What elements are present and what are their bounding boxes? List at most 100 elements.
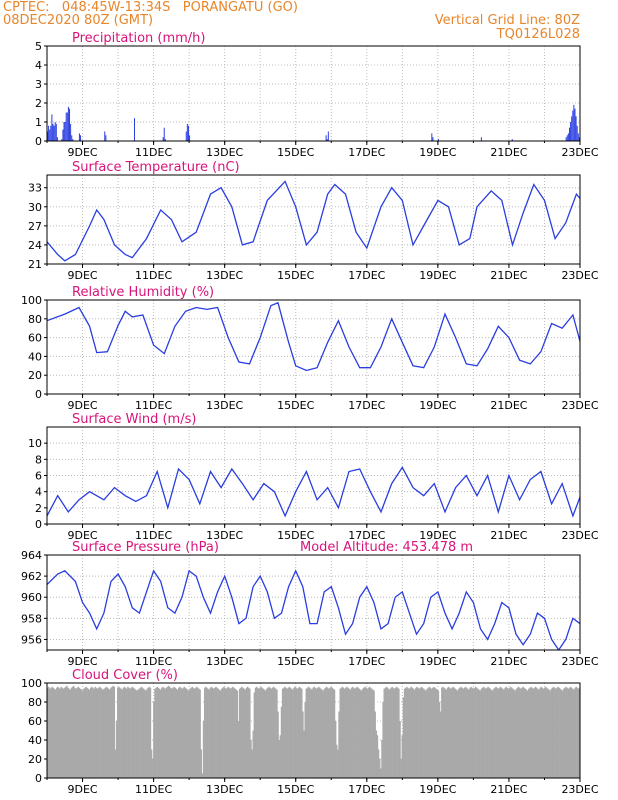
cloud-bar [499,686,502,778]
cloud-bar [269,687,271,778]
cloud-bar [53,688,56,778]
cloud-bar [200,749,203,778]
cloud-bar [193,688,196,778]
cloud-bar [62,688,65,778]
x-tick-label: 23DEC [561,783,598,796]
cloud-bar [280,706,283,778]
cloud-bar [135,689,137,778]
cloud-bar [505,686,507,778]
cloud-bar [96,688,99,778]
cloud-bar [279,735,282,778]
precip-bar [72,139,74,141]
y-tick-label: 10 [28,437,42,450]
cloud-bar [403,688,406,778]
cloud-bar [140,686,143,778]
cloud-bar [452,686,454,778]
cloud-bar [576,687,579,778]
cloud-bar [323,688,326,778]
cloud-bar [192,687,195,778]
cloud-bar [60,686,62,778]
cloud-bar [118,686,120,778]
precip-bar [55,123,57,141]
x-tick-label: 17DEC [348,783,385,796]
cloud-bar [514,690,516,778]
cloud-bar [276,689,278,778]
cloud-bar [389,689,391,778]
cloud-bar [410,686,413,778]
plot-frame [46,426,581,525]
cloud-bar [417,687,419,778]
y-tick-label: 1 [35,116,42,129]
cloud-bar [382,702,384,778]
y-tick-label: 8 [35,453,42,466]
cloud-bar [345,687,347,778]
x-tick-label: 13DEC [206,783,243,796]
cloud-bar [124,687,127,778]
cloud-bar [255,686,258,778]
cloud-bar [168,686,171,778]
cloud-bar [242,687,244,778]
cloud-bar [218,689,221,778]
cloud-bar [297,687,300,778]
cloud-bar [190,687,192,778]
cloud-bar [278,740,280,778]
y-tick-label: 40 [28,734,42,747]
cloud-bar [65,686,67,778]
precip-bar [69,108,71,141]
cloud-bar [372,689,374,778]
panel-6: 0 20 40 60 80 100 9DEC 11DEC 13DEC 15DEC 17DEC 19DE… [21,668,599,796]
cloud-bar [368,686,371,778]
cloud-bar [52,687,55,778]
cloud-bar [541,687,544,778]
cloud-bar [426,688,428,778]
cloud-bar [487,686,489,778]
cloud-bar [173,686,175,778]
cloud-bar [367,687,370,778]
cloud-bar [531,687,533,778]
y-tick-label: 964 [21,549,42,562]
y-tick-label: 24 [28,239,42,252]
cloud-bar [420,686,423,778]
cloud-bar [105,686,108,778]
cloud-bar [228,687,231,778]
cloud-bar [347,687,349,778]
cloud-bar [235,689,238,778]
y-tick-label: 4 [35,486,42,499]
x-tick-label: 9DEC [67,655,97,668]
cloud-bar [97,687,100,778]
cloud-bar [147,687,149,778]
cloud-bar [174,687,177,778]
cloud-bar [561,690,564,778]
panel-subtitle: Model Altitude: 453.478 m [300,540,473,555]
cloud-bar [555,688,557,778]
plot-frame [46,45,581,142]
cloud-bar [388,688,390,778]
cloud-bar [552,686,555,778]
cloud-bar [468,689,470,778]
y-tick-label: 0 [35,135,42,148]
cloud-bar [237,721,240,778]
y-tick-label: 6 [35,470,42,483]
cloud-bar [490,689,493,778]
y-tick-label: 0 [35,518,42,531]
cloud-bar [358,688,361,778]
cloud-bar [283,687,285,778]
cloud-bar [503,689,505,778]
cloud-bar [554,687,556,778]
cloud-bar [479,690,481,778]
cloud-bar [337,749,339,778]
cloud-bar [348,688,350,778]
cloud-bar [519,687,521,778]
precip-bar [61,139,63,141]
cloud-bar [294,686,296,778]
cloud-bar [318,686,320,778]
cloud-bar [334,721,337,778]
cloud-bar [575,686,577,778]
panel-title: Surface Temperature (nC) [72,160,240,175]
cloud-bar [406,686,408,778]
cloud-bar [360,690,363,778]
cloud-bar [362,688,364,778]
cloud-bar [165,687,167,778]
cloud-bar [182,687,184,778]
cloud-bar [267,687,269,778]
